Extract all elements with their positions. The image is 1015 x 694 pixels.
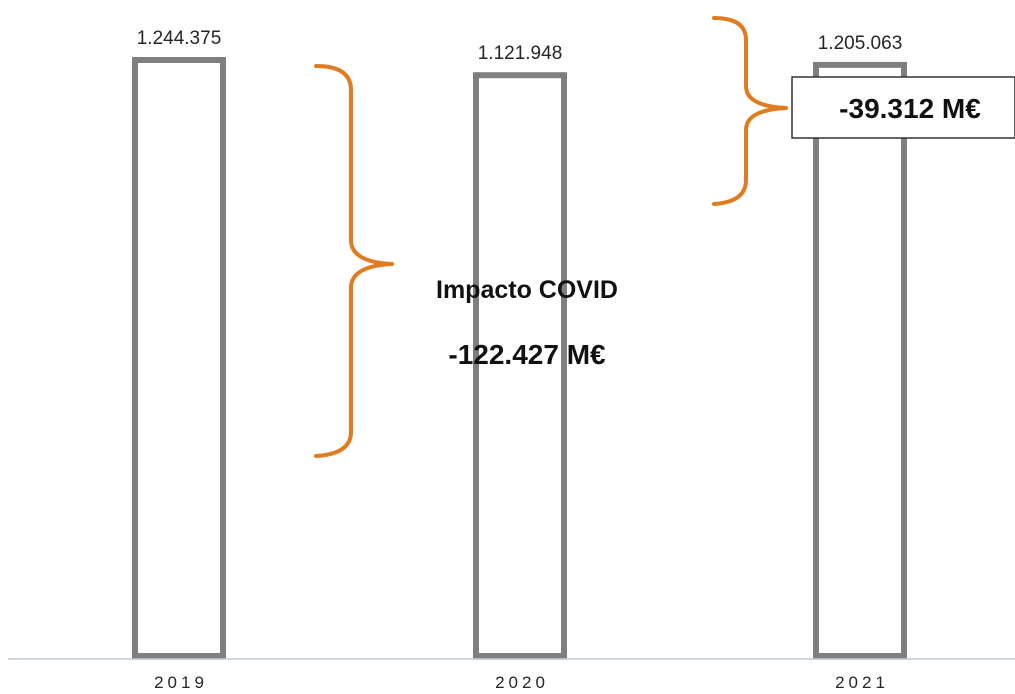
bar-2020 [473, 72, 567, 660]
covid-impact-title: Impacto COVID [436, 276, 618, 304]
covid-impact-value: -122.427 M€ [448, 339, 606, 370]
gap-value-box [791, 76, 1015, 139]
value-label-2019: 1.244.375 [137, 28, 222, 49]
bar-2019 [132, 57, 226, 659]
value-label-2020: 1.121.948 [478, 43, 563, 64]
bars-layer [132, 57, 907, 660]
tick-label-2020: 2020 [495, 673, 549, 692]
covid-impact-brace [314, 64, 394, 458]
gap-brace [712, 16, 788, 206]
tick-label-2019: 2019 [154, 673, 208, 692]
bar-2021 [813, 61, 907, 659]
tick-label-2021: 2021 [835, 673, 889, 692]
value-label-2021: 1.205.063 [818, 33, 903, 54]
gap-value: -39.312 M€ [839, 93, 981, 124]
labels-layer: 1.244.375 2019 1.121.948 2020 1.205.063 2021 [137, 28, 903, 692]
